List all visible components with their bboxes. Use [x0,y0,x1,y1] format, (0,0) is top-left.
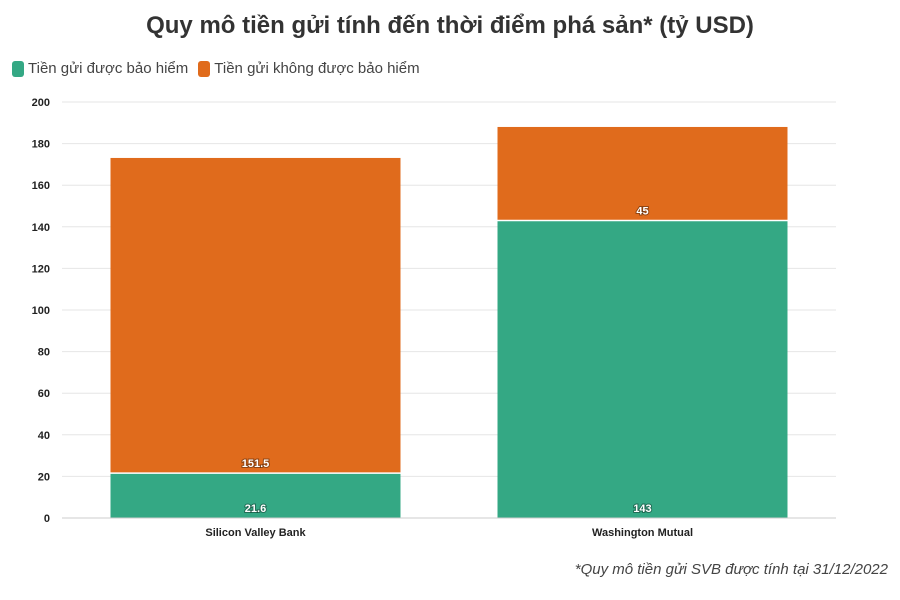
y-tick-label: 180 [32,139,50,151]
y-tick-label: 80 [38,347,50,359]
data-label: 45 [636,206,648,218]
legend-item-insured[interactable]: Tiền gửi được bảo hiểm [12,60,188,77]
y-tick-label: 60 [38,388,50,400]
bar-insured-0 [110,473,401,518]
data-label: 143 [633,503,651,515]
y-tick-label: 200 [32,97,50,109]
legend-label-insured: Tiền gửi được bảo hiểm [28,60,189,77]
data-label: 151.5 [242,458,270,470]
y-tick-label: 140 [32,222,50,234]
footnote: *Quy mô tiền gửi SVB được tính tại 31/12… [574,561,888,578]
legend-swatch-insured [12,60,24,77]
x-category-label: Silicon Valley Bank [205,527,306,539]
y-tick-label: 120 [32,263,50,275]
legend-label-uninsured: Tiền gửi không được bảo hiểm [214,60,420,77]
legend-swatch-uninsured [198,60,211,77]
y-tick-label: 160 [32,180,50,192]
y-tick-label: 0 [44,513,50,525]
y-tick-label: 20 [38,471,50,483]
stacked-bar-chart: 0 20 40 60 80 100 120 140 160 180 200 21.6 151.5 Sili… [32,97,836,539]
x-category-label: Washington Mutual [592,527,693,539]
legend: Tiền gửi được bảo hiểm Tiền gửi không đư… [12,60,430,77]
y-tick-label: 40 [38,430,50,442]
y-tick-label: 100 [32,305,50,317]
data-label: 21.6 [245,503,266,515]
bar-insured-1 [497,220,788,518]
bar-uninsured-0 [110,157,401,474]
legend-item-uninsured[interactable]: Tiền gửi không được bảo hiểm [198,60,420,77]
bar-uninsured-1 [497,126,788,221]
chart-title: Quy mô tiền gửi tính đến thời điểm phá s… [146,12,754,39]
